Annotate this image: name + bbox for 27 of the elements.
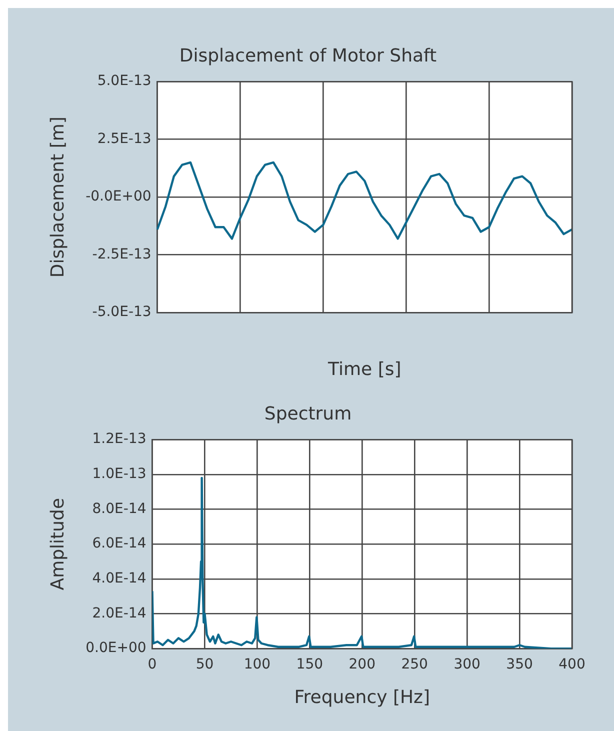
y-tick-label: 1.2E-13 <box>92 431 146 448</box>
y-tick-label: 8.0E-14 <box>92 500 146 517</box>
x-tick-label: 50 <box>196 656 214 673</box>
x-axis-title: Time [s] <box>327 358 402 380</box>
y-axis-title: Displacement [m] <box>47 116 68 278</box>
y-axis-title: Amplitude <box>47 498 68 590</box>
y-tick-label: -5.0E-13 <box>92 304 152 320</box>
y-tick-label: 6.0E-14 <box>92 536 146 552</box>
x-tick-label: 350 <box>506 656 533 673</box>
x-tick-label: 0 <box>148 656 157 673</box>
y-tick-label: 1.0E-13 <box>92 466 146 482</box>
x-tick-label: 400 <box>558 656 586 673</box>
x-tick-label: 200 <box>348 656 376 673</box>
y-tick-label: 4.0E-14 <box>92 570 146 587</box>
x-tick-label: 150 <box>296 656 324 673</box>
chart-title: Spectrum <box>264 403 352 424</box>
x-tick-label: 250 <box>401 656 428 673</box>
y-tick-label: -0.0E+00 <box>86 188 152 205</box>
y-tick-label: -2.5E-13 <box>92 246 152 262</box>
x-axis-title: Frequency [Hz] <box>294 686 430 708</box>
x-tick-label: 100 <box>244 656 271 673</box>
y-tick-label: 0.0E+00 <box>86 640 146 656</box>
chart-title: Displacement of Motor Shaft <box>179 45 437 66</box>
y-tick-label: 2.0E-14 <box>92 605 146 622</box>
y-tick-label: 2.5E-13 <box>97 130 152 147</box>
y-tick-label: 5.0E-13 <box>97 73 152 90</box>
x-tick-label: 300 <box>454 656 480 673</box>
